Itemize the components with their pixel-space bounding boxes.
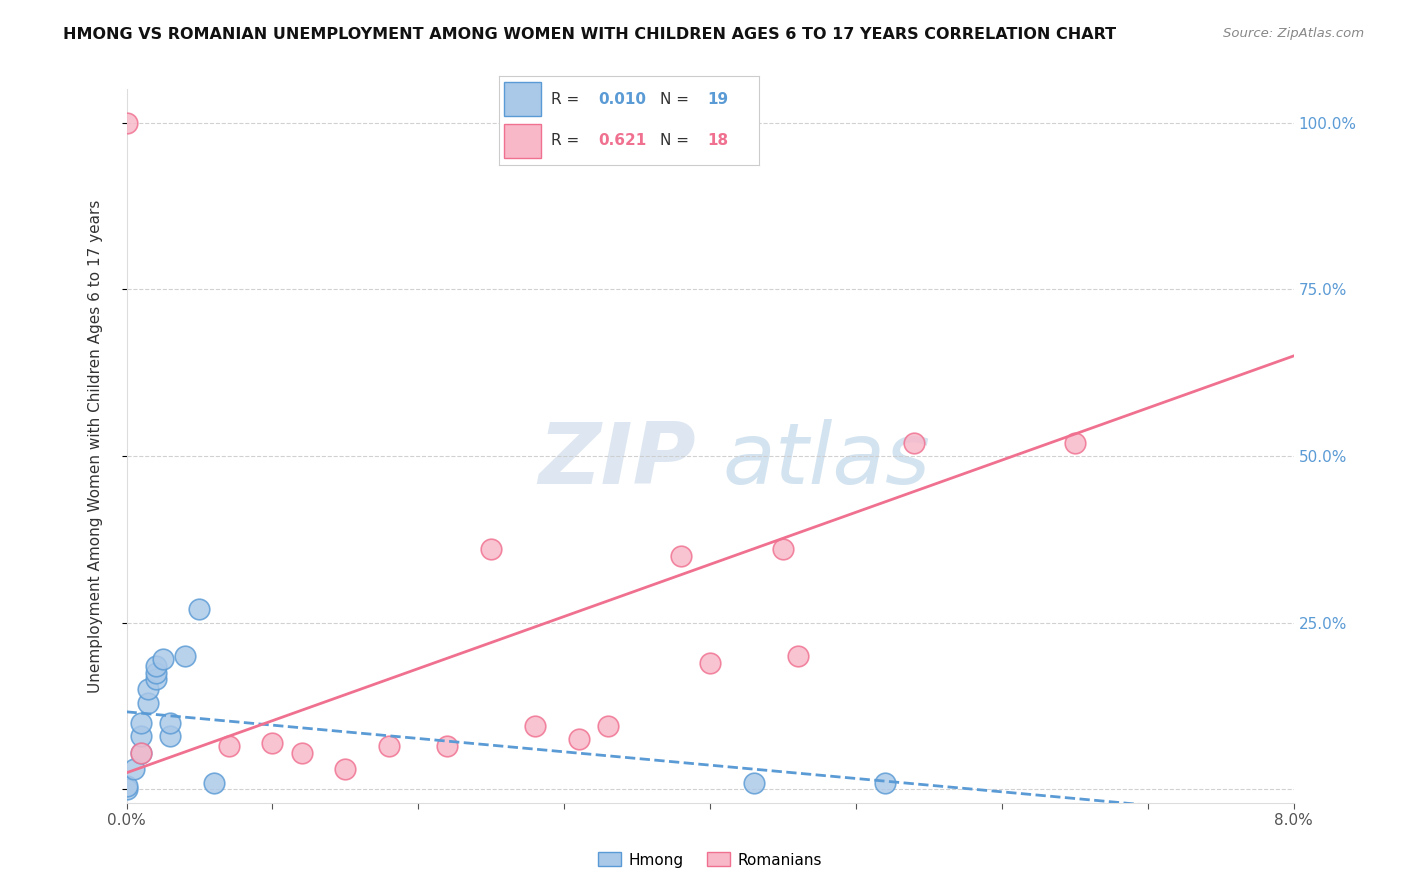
Point	[568, 732, 591, 747]
Point	[122, 763, 145, 777]
Point	[138, 696, 160, 710]
Point	[903, 435, 925, 450]
Point	[129, 746, 152, 760]
Text: atlas: atlas	[723, 418, 931, 502]
Text: ZIP: ZIP	[538, 418, 696, 502]
Point	[772, 542, 794, 557]
Point	[378, 739, 401, 753]
Point	[129, 729, 152, 743]
Point	[873, 776, 897, 790]
Point	[436, 739, 458, 753]
Point	[335, 763, 357, 777]
Text: 0.621: 0.621	[598, 134, 647, 148]
Point	[479, 542, 502, 557]
Text: 0.010: 0.010	[598, 93, 645, 107]
Point	[596, 719, 619, 733]
Point	[699, 656, 721, 670]
Point	[145, 665, 167, 680]
Legend: Hmong, Romanians: Hmong, Romanians	[592, 847, 828, 873]
Point	[138, 682, 160, 697]
Point	[145, 659, 167, 673]
Text: N =: N =	[661, 134, 695, 148]
Point	[115, 115, 138, 129]
Point	[290, 746, 312, 760]
Point	[202, 776, 225, 790]
Text: N =: N =	[661, 93, 695, 107]
Point	[262, 736, 284, 750]
Point	[115, 779, 138, 793]
Y-axis label: Unemployment Among Women with Children Ages 6 to 17 years: Unemployment Among Women with Children A…	[89, 199, 103, 693]
Text: R =: R =	[551, 134, 585, 148]
Bar	[505, 82, 541, 116]
Text: Source: ZipAtlas.com: Source: ZipAtlas.com	[1223, 27, 1364, 40]
Point	[174, 649, 197, 664]
Point	[159, 715, 181, 730]
Point	[1063, 435, 1085, 450]
Point	[523, 719, 546, 733]
Point	[669, 549, 692, 563]
Text: 18: 18	[707, 134, 728, 148]
Point	[786, 649, 808, 664]
Point	[218, 739, 240, 753]
Point	[129, 746, 152, 760]
Point	[115, 782, 138, 797]
Point	[188, 602, 211, 616]
Point	[145, 673, 167, 687]
Point	[129, 715, 152, 730]
Bar	[505, 124, 541, 158]
Text: R =: R =	[551, 93, 585, 107]
Text: HMONG VS ROMANIAN UNEMPLOYMENT AMONG WOMEN WITH CHILDREN AGES 6 TO 17 YEARS CORR: HMONG VS ROMANIAN UNEMPLOYMENT AMONG WOM…	[63, 27, 1116, 42]
Text: 19: 19	[707, 93, 728, 107]
Point	[159, 729, 181, 743]
Point	[742, 776, 765, 790]
Point	[152, 652, 174, 666]
